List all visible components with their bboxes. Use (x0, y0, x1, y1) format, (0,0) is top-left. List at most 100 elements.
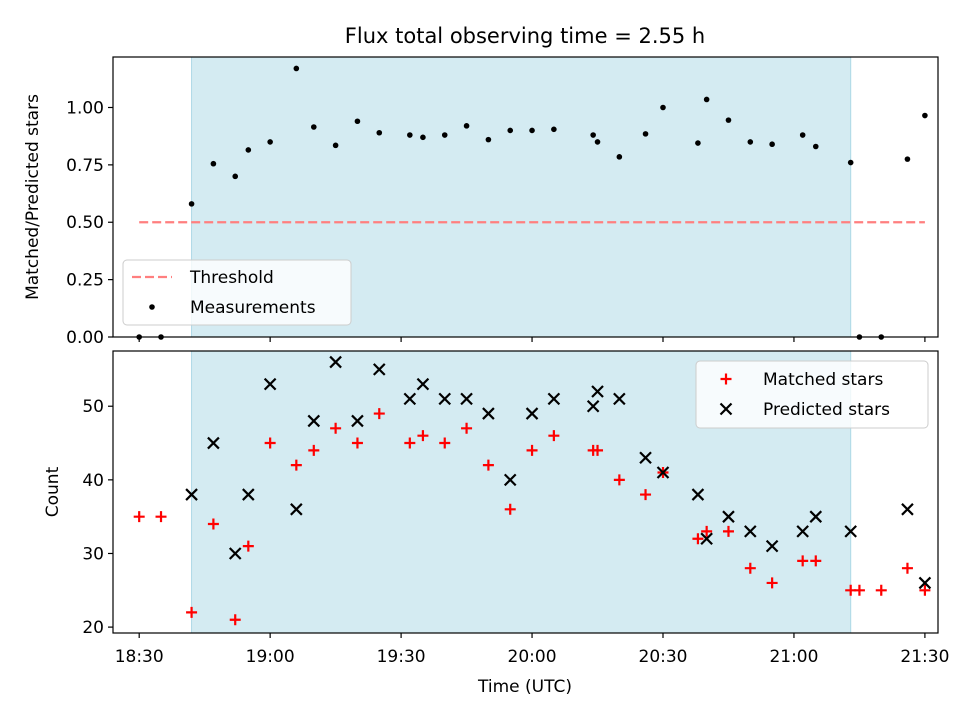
x-tick-label: 19:00 (246, 647, 295, 667)
predicted-stars-point (547, 392, 561, 406)
measurements-point (232, 173, 239, 180)
measurements-point (551, 126, 557, 133)
predicted-stars-point (525, 407, 539, 420)
matched-stars-point (919, 584, 931, 596)
y-tick-label: 0.75 (66, 156, 104, 176)
matched-stars-point (744, 562, 756, 574)
matched-stars-point (810, 555, 822, 567)
legend-label-matched: Matched stars (763, 370, 883, 390)
matched-stars-point (229, 614, 241, 626)
y-tick-label: 0.00 (66, 328, 104, 348)
y-axis-label: Matched/Predicted stars (23, 94, 43, 300)
matched-stars-point (290, 459, 302, 471)
predicted-stars-point (185, 488, 198, 501)
predicted-stars-point (228, 547, 242, 560)
y-tick-label: 40 (82, 471, 104, 491)
matched-stars-point (207, 518, 219, 530)
measurements-point (812, 143, 819, 150)
measurements-point (210, 160, 217, 167)
matched-stars-point (640, 489, 652, 501)
measurements-point (267, 139, 273, 145)
legend-label-threshold: Threshold (189, 268, 274, 288)
x-tick-label: 21:00 (769, 647, 818, 667)
measurements-point (590, 132, 596, 138)
predicted-stars-point (263, 377, 277, 391)
measurements-point (529, 127, 535, 134)
predicted-stars-point (351, 414, 364, 428)
y-tick-label: 1.00 (66, 98, 104, 118)
predicted-stars-point (796, 525, 809, 538)
matched-stars-point (722, 525, 734, 537)
measurements-point (407, 132, 413, 138)
legend-label-measurements: Measurements (190, 298, 316, 318)
predicted-stars-point (586, 399, 600, 413)
predicted-stars-point (639, 451, 652, 465)
matched-stars-point (461, 422, 473, 434)
predicted-stars-point (809, 510, 823, 523)
predicted-stars-point (700, 532, 713, 546)
matched-stars-point (242, 540, 254, 552)
matched-stars-point (155, 511, 167, 523)
top-panel: 0.00 0.25 0.50 0.75 1.00 Matched/Predicted st… (23, 56, 939, 348)
y-tick-label: 0.25 (66, 271, 104, 291)
measurements-point (594, 139, 601, 145)
measurements-point (420, 134, 426, 141)
legend: Matched stars Predicted stars (695, 360, 929, 429)
measurements-point (747, 139, 754, 145)
measurements-point (463, 123, 470, 129)
matched-stars-point (482, 459, 494, 471)
measurements-point (660, 104, 666, 111)
measurements-point (188, 201, 195, 207)
measurements-point (769, 141, 775, 148)
x-tick-label: 18:30 (115, 647, 164, 667)
matched-stars-point (417, 430, 429, 442)
matched-stars-point (592, 444, 604, 456)
matched-stars-point (404, 437, 416, 449)
legend-predicted-swatch (719, 402, 733, 416)
predicted-stars-point (744, 525, 757, 538)
measurements-point (293, 65, 300, 72)
legend-measurement-swatch (149, 304, 155, 310)
matched-stars-point (766, 577, 778, 589)
measurements-point (332, 142, 339, 149)
legend-matched-swatch (720, 373, 732, 385)
predicted-stars-point (482, 407, 495, 420)
axes-frame (112, 350, 939, 634)
predicted-stars-point (722, 510, 735, 523)
measurements-point (695, 140, 701, 146)
measurements-point (507, 127, 514, 134)
predicted-stars-point (438, 392, 452, 406)
matched-stars-point (186, 606, 198, 618)
legend: Threshold Measurements (122, 259, 352, 326)
matched-stars-point (901, 562, 913, 574)
predicted-stars-point (591, 385, 604, 398)
matched-stars-point (133, 511, 145, 523)
measurements-point (441, 132, 448, 138)
matched-stars-point (548, 430, 560, 442)
y-tick-label: 20 (82, 618, 104, 638)
legend-box (695, 360, 929, 429)
predicted-stars-point (918, 576, 932, 590)
matched-stars-point (853, 584, 865, 596)
x-tick-label: 20:00 (508, 647, 557, 667)
matched-stars-point (351, 437, 363, 449)
x-tick-label: 20:30 (639, 647, 688, 667)
predicted-stars-point (290, 503, 303, 516)
predicted-stars-point (207, 436, 220, 450)
measurements-point (376, 129, 383, 136)
predicted-stars-point (765, 539, 779, 553)
matched-stars-point (264, 437, 276, 449)
matched-stars-point (439, 437, 451, 449)
measurements-point (485, 136, 492, 143)
measurements-point (642, 131, 649, 137)
matched-stars-point (613, 474, 625, 486)
matched-stars-point (797, 555, 809, 567)
predicted-stars-point (460, 392, 473, 406)
measurements-point (245, 147, 252, 153)
y-tick-label: 0.50 (66, 213, 104, 233)
predicted-stars-point (656, 466, 670, 479)
matched-stars-point (504, 503, 516, 515)
matched-stars-point (330, 422, 342, 434)
matched-stars-point (308, 444, 320, 456)
